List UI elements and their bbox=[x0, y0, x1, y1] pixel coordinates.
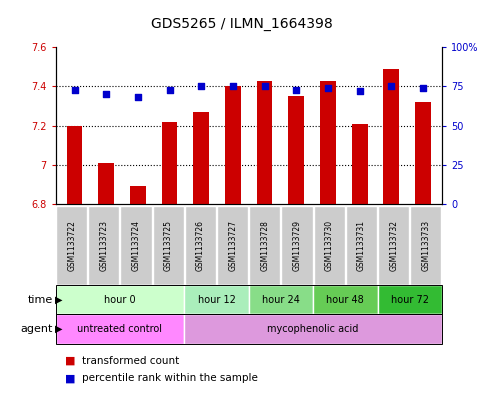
Point bbox=[387, 83, 395, 90]
Point bbox=[71, 86, 78, 93]
Point bbox=[292, 86, 300, 93]
Point bbox=[134, 94, 142, 101]
Text: GSM1133725: GSM1133725 bbox=[164, 220, 173, 271]
Point bbox=[102, 91, 110, 97]
Text: ■: ■ bbox=[65, 356, 76, 366]
Point bbox=[198, 83, 205, 90]
Text: GDS5265 / ILMN_1664398: GDS5265 / ILMN_1664398 bbox=[151, 17, 332, 31]
Point bbox=[324, 85, 332, 91]
Point bbox=[166, 86, 173, 93]
Point bbox=[356, 88, 364, 94]
Text: transformed count: transformed count bbox=[82, 356, 179, 366]
Text: percentile rank within the sample: percentile rank within the sample bbox=[82, 373, 258, 383]
Bar bbox=[288, 96, 304, 204]
Text: GSM1133726: GSM1133726 bbox=[196, 220, 205, 271]
Text: untreated control: untreated control bbox=[77, 324, 162, 334]
Text: hour 12: hour 12 bbox=[198, 295, 236, 305]
Bar bbox=[130, 186, 146, 204]
Text: ▶: ▶ bbox=[55, 295, 63, 305]
Text: GSM1133731: GSM1133731 bbox=[357, 220, 366, 271]
Text: hour 0: hour 0 bbox=[104, 295, 136, 305]
Bar bbox=[415, 102, 431, 204]
Point bbox=[229, 83, 237, 90]
Point bbox=[419, 85, 427, 91]
Point bbox=[261, 83, 269, 90]
Text: GSM1133729: GSM1133729 bbox=[293, 220, 301, 271]
Text: GSM1133732: GSM1133732 bbox=[389, 220, 398, 271]
Text: time: time bbox=[28, 295, 53, 305]
Bar bbox=[162, 122, 177, 204]
Text: GSM1133730: GSM1133730 bbox=[325, 220, 334, 271]
Text: agent: agent bbox=[21, 324, 53, 334]
Bar bbox=[320, 81, 336, 204]
Text: GSM1133733: GSM1133733 bbox=[421, 220, 430, 271]
Bar bbox=[352, 124, 368, 204]
Bar bbox=[256, 81, 272, 204]
Text: GSM1133728: GSM1133728 bbox=[260, 220, 270, 271]
Text: GSM1133722: GSM1133722 bbox=[67, 220, 76, 271]
Text: ■: ■ bbox=[65, 373, 76, 383]
Text: hour 72: hour 72 bbox=[391, 295, 429, 305]
Bar bbox=[225, 86, 241, 204]
Bar bbox=[67, 126, 83, 204]
Text: GSM1133723: GSM1133723 bbox=[99, 220, 108, 271]
Bar bbox=[384, 69, 399, 204]
Bar bbox=[193, 112, 209, 204]
Text: hour 24: hour 24 bbox=[262, 295, 300, 305]
Text: ▶: ▶ bbox=[55, 324, 63, 334]
Text: hour 48: hour 48 bbox=[327, 295, 364, 305]
Text: mycophenolic acid: mycophenolic acid bbox=[268, 324, 359, 334]
Text: GSM1133727: GSM1133727 bbox=[228, 220, 237, 271]
Bar bbox=[99, 163, 114, 204]
Text: GSM1133724: GSM1133724 bbox=[131, 220, 141, 271]
